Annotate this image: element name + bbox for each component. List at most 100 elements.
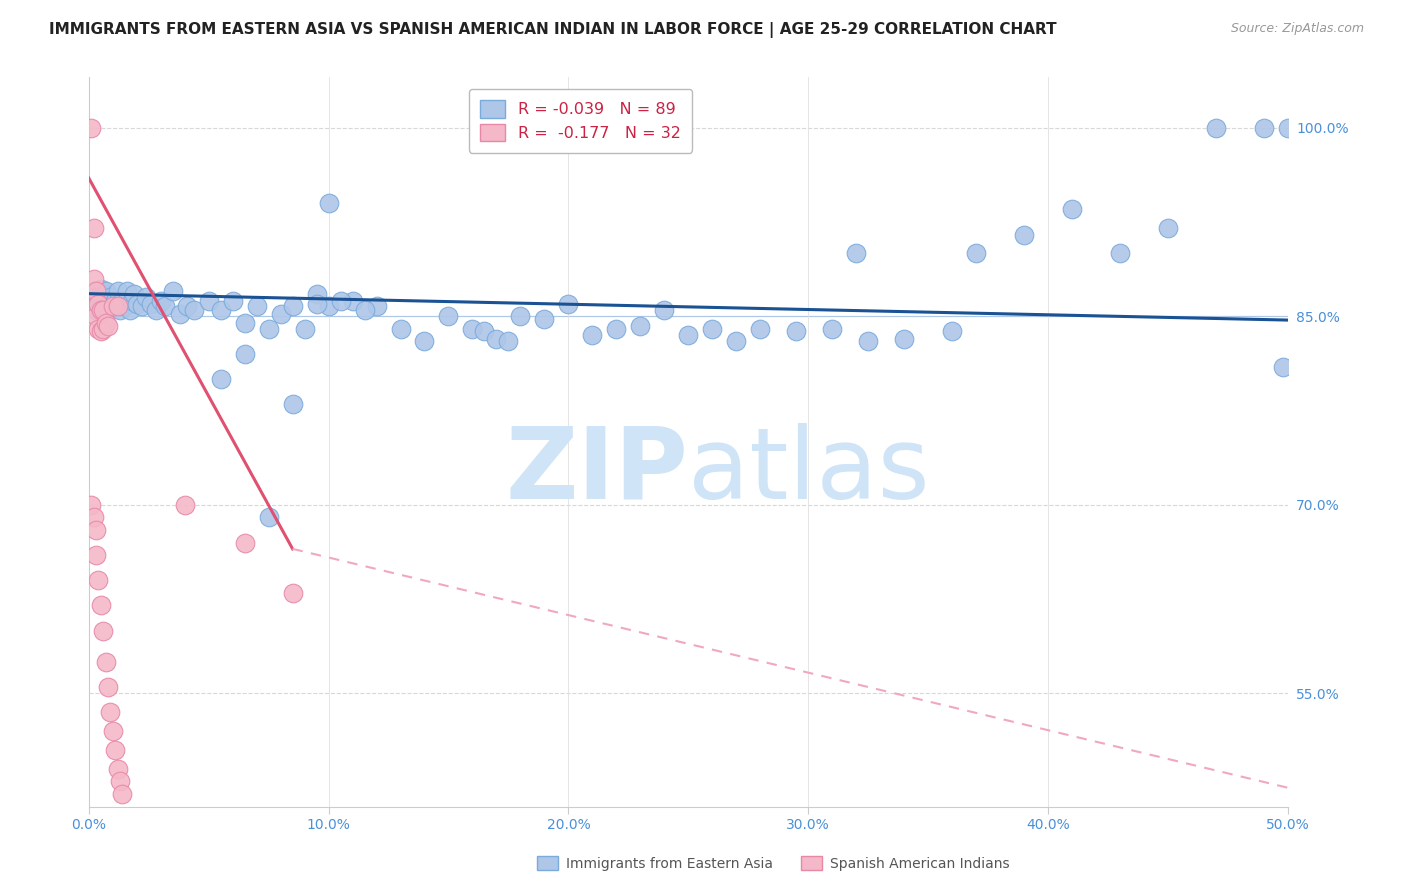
Point xyxy=(209,303,232,318)
Point xyxy=(90,599,112,613)
Point xyxy=(94,655,117,669)
Point xyxy=(121,294,143,309)
Point xyxy=(233,316,256,330)
Point xyxy=(97,299,120,313)
Point xyxy=(856,334,879,349)
Point xyxy=(97,319,120,334)
Point xyxy=(437,310,460,324)
Point xyxy=(118,303,141,318)
Point xyxy=(94,316,117,330)
Point xyxy=(209,372,232,386)
Point xyxy=(305,286,328,301)
Point xyxy=(176,299,198,313)
Point xyxy=(83,510,105,524)
Point xyxy=(111,787,134,801)
Point xyxy=(652,303,675,318)
Point xyxy=(485,332,508,346)
Point xyxy=(94,284,117,298)
Point xyxy=(821,322,844,336)
Point xyxy=(353,303,375,318)
Point xyxy=(1157,221,1180,235)
Point xyxy=(124,286,146,301)
Point xyxy=(101,724,124,739)
Point xyxy=(145,303,167,318)
Point xyxy=(197,294,219,309)
Point xyxy=(80,498,103,512)
Point xyxy=(107,284,129,298)
Point xyxy=(139,297,162,311)
Point xyxy=(84,290,107,304)
Text: IMMIGRANTS FROM EASTERN ASIA VS SPANISH AMERICAN INDIAN IN LABOR FORCE | AGE 25-: IMMIGRANTS FROM EASTERN ASIA VS SPANISH … xyxy=(49,22,1057,38)
Point xyxy=(90,325,112,339)
Point xyxy=(294,322,316,336)
Point xyxy=(281,299,304,313)
Point xyxy=(305,297,328,311)
Point xyxy=(111,294,134,309)
Point xyxy=(91,286,114,301)
Point xyxy=(162,284,184,298)
Point xyxy=(1277,120,1299,135)
Point xyxy=(87,574,110,588)
Point xyxy=(270,307,292,321)
Point xyxy=(104,743,127,757)
Point xyxy=(413,334,436,349)
Point xyxy=(91,624,114,638)
Point xyxy=(84,284,107,298)
Point xyxy=(221,294,243,309)
Point xyxy=(98,706,121,720)
Point xyxy=(101,297,124,311)
Point xyxy=(342,294,364,309)
Point xyxy=(108,303,131,318)
Point xyxy=(83,271,105,285)
Point xyxy=(1060,202,1083,217)
Point xyxy=(1012,227,1035,242)
Text: atlas: atlas xyxy=(689,423,929,520)
Point xyxy=(725,334,748,349)
Point xyxy=(101,299,124,313)
Point xyxy=(1272,359,1295,374)
Point xyxy=(87,294,110,309)
Point xyxy=(605,322,627,336)
Point xyxy=(87,297,110,311)
Point xyxy=(91,322,114,336)
Point xyxy=(84,310,107,324)
Point xyxy=(91,303,114,318)
Point xyxy=(366,299,388,313)
Point xyxy=(233,347,256,361)
Point xyxy=(474,325,496,339)
Point xyxy=(509,310,531,324)
Point xyxy=(678,328,700,343)
Point xyxy=(893,332,915,346)
Point xyxy=(91,303,114,318)
Point xyxy=(169,307,191,321)
Point xyxy=(257,322,280,336)
Point xyxy=(84,523,107,537)
Text: Source: ZipAtlas.com: Source: ZipAtlas.com xyxy=(1230,22,1364,36)
Point xyxy=(114,299,136,313)
Point xyxy=(1109,246,1132,260)
Point xyxy=(845,246,868,260)
Legend: Immigrants from Eastern Asia, Spanish American Indians: Immigrants from Eastern Asia, Spanish Am… xyxy=(531,850,1015,876)
Point xyxy=(90,303,112,318)
Point xyxy=(87,284,110,298)
Point xyxy=(1253,120,1275,135)
Point xyxy=(318,299,340,313)
Point xyxy=(257,510,280,524)
Point xyxy=(115,284,138,298)
Point xyxy=(87,322,110,336)
Point xyxy=(125,297,148,311)
Point xyxy=(104,294,127,309)
Point xyxy=(155,299,177,313)
Point xyxy=(1205,120,1227,135)
Text: ZIP: ZIP xyxy=(505,423,689,520)
Point xyxy=(90,299,112,313)
Point xyxy=(498,334,520,349)
Point xyxy=(90,282,112,296)
Legend: R = -0.039   N = 89, R =  -0.177   N = 32: R = -0.039 N = 89, R = -0.177 N = 32 xyxy=(468,89,692,153)
Point xyxy=(941,325,963,339)
Point xyxy=(581,328,603,343)
Point xyxy=(557,297,579,311)
Point xyxy=(131,299,153,313)
Point xyxy=(107,762,129,776)
Point xyxy=(281,397,304,411)
